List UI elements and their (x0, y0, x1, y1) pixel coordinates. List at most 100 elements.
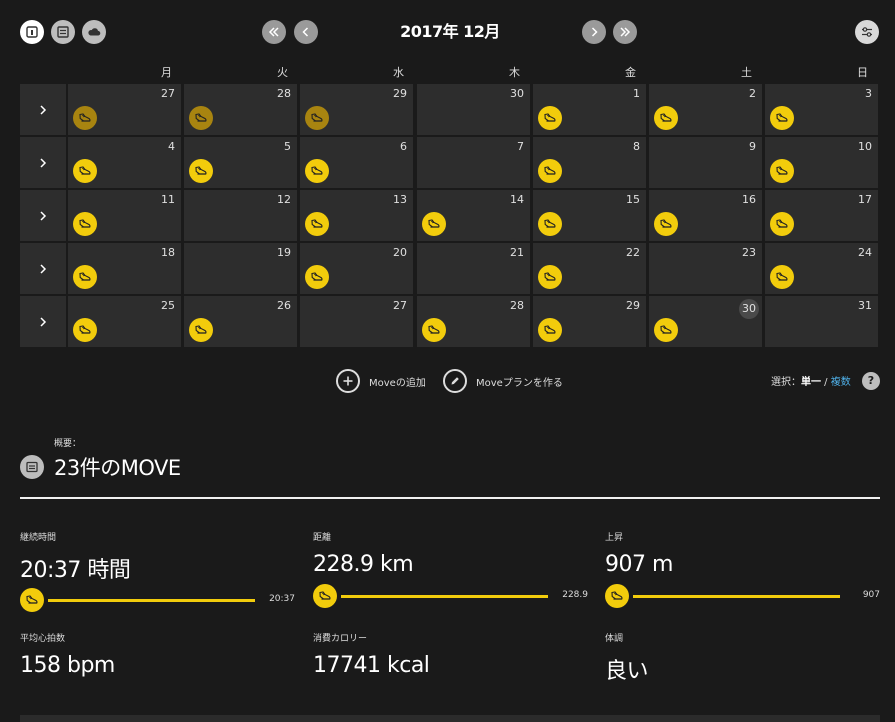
calendar-day-cell[interactable]: 4 (68, 137, 181, 188)
list-view-button[interactable] (51, 20, 75, 44)
running-shoe-icon[interactable] (305, 159, 329, 183)
calendar-day-cell[interactable]: 6 (300, 137, 413, 188)
calendar-day-cell[interactable]: 13 (300, 190, 413, 241)
running-shoe-icon[interactable] (305, 212, 329, 236)
running-shoe-icon[interactable] (654, 318, 678, 342)
running-shoe-icon[interactable] (654, 106, 678, 130)
calendar-day-cell[interactable]: 5 (184, 137, 297, 188)
help-button[interactable]: ? (862, 372, 880, 390)
plus-icon (336, 369, 360, 393)
stat-value: 907 m (605, 552, 673, 577)
bottom-panel-edge (20, 715, 880, 722)
list-view-icon (57, 26, 69, 38)
expand-week-button[interactable] (20, 243, 66, 294)
calendar-day-cell[interactable]: 11 (68, 190, 181, 241)
expand-week-button[interactable] (20, 190, 66, 241)
calendar-day-cell[interactable]: 3 (765, 84, 878, 135)
calendar-day-cell[interactable]: 7 (417, 137, 530, 188)
double-chevron-left-icon (268, 27, 279, 37)
calendar-day-cell[interactable]: 28 (184, 84, 297, 135)
day-number: 8 (633, 140, 640, 153)
prev-month-button[interactable] (294, 20, 318, 44)
calendar-actions: Moveの追加 Moveプランを作る 選択：単一 / 複数 ? (0, 368, 895, 394)
day-number: 13 (393, 193, 407, 206)
running-shoe-icon[interactable] (73, 318, 97, 342)
calendar-day-cell[interactable]: 17 (765, 190, 878, 241)
running-shoe-icon[interactable] (305, 106, 329, 130)
calendar-day-cell[interactable]: 27 (300, 296, 413, 347)
running-shoe-icon[interactable] (189, 318, 213, 342)
running-shoe-icon[interactable] (538, 318, 562, 342)
calendar-day-cell[interactable]: 23 (649, 243, 762, 294)
running-shoe-icon[interactable] (538, 265, 562, 289)
running-shoe-icon[interactable] (305, 265, 329, 289)
calendar-day-cell[interactable]: 12 (184, 190, 297, 241)
cloud-button[interactable] (82, 20, 106, 44)
calendar-day-cell[interactable]: 22 (533, 243, 646, 294)
select-multiple-option[interactable]: 複数 (830, 377, 851, 388)
prev-year-button[interactable] (262, 20, 286, 44)
calendar-day-cell[interactable]: 26 (184, 296, 297, 347)
running-shoe-icon (20, 588, 44, 612)
calendar-day-cell[interactable]: 27 (68, 84, 181, 135)
running-shoe-icon[interactable] (538, 212, 562, 236)
create-plan-label: Moveプランを作る (476, 377, 563, 389)
expand-week-button[interactable] (20, 137, 66, 188)
day-number: 10 (858, 140, 872, 153)
calendar-day-cell[interactable]: 1 (533, 84, 646, 135)
calendar-day-cell[interactable]: 10 (765, 137, 878, 188)
calendar-toolbar: 2017年 12月 (0, 0, 895, 60)
calendar-day-cell[interactable]: 2 (649, 84, 762, 135)
calendar-day-cell[interactable]: 9 (649, 137, 762, 188)
running-shoe-icon[interactable] (538, 106, 562, 130)
running-shoe-icon[interactable] (73, 265, 97, 289)
calendar-day-cell[interactable]: 8 (533, 137, 646, 188)
day-number: 6 (400, 140, 407, 153)
running-shoe-icon[interactable] (189, 159, 213, 183)
running-shoe-icon[interactable] (422, 318, 446, 342)
running-shoe-icon (313, 584, 337, 608)
day-number: 7 (517, 140, 524, 153)
select-single-option[interactable]: 単一 (801, 377, 821, 388)
selection-mode-label: 選択： (771, 377, 801, 388)
add-move-button[interactable]: Moveの追加 (336, 368, 426, 394)
calendar-day-cell[interactable]: 29 (533, 296, 646, 347)
running-shoe-icon[interactable] (73, 106, 97, 130)
calendar-day-cell[interactable]: 31 (765, 296, 878, 347)
calendar-day-cell[interactable]: 30 (649, 296, 762, 347)
weekday-label: 日 (857, 66, 868, 79)
stat-bar-value: 228.9 (562, 590, 588, 600)
calendar-day-cell[interactable]: 19 (184, 243, 297, 294)
expand-week-button[interactable] (20, 296, 66, 347)
running-shoe-icon[interactable] (538, 159, 562, 183)
calendar-week-row: 11 12 13 14 15 16 17 (20, 190, 880, 241)
calendar-day-cell[interactable]: 16 (649, 190, 762, 241)
expand-week-button[interactable] (20, 84, 66, 135)
calendar-day-cell[interactable]: 14 (417, 190, 530, 241)
calendar-day-cell[interactable]: 28 (417, 296, 530, 347)
calendar-day-cell[interactable]: 18 (68, 243, 181, 294)
day-number: 26 (277, 299, 291, 312)
running-shoe-icon[interactable] (422, 212, 446, 236)
calendar-day-cell[interactable]: 21 (417, 243, 530, 294)
running-shoe-icon[interactable] (770, 106, 794, 130)
calendar-day-cell[interactable]: 29 (300, 84, 413, 135)
create-plan-button[interactable]: Moveプランを作る (443, 368, 563, 394)
calendar-day-cell[interactable]: 25 (68, 296, 181, 347)
calendar-day-cell[interactable]: 20 (300, 243, 413, 294)
calendar-view-button[interactable] (20, 20, 44, 44)
running-shoe-icon[interactable] (770, 159, 794, 183)
filter-settings-button[interactable] (855, 20, 879, 44)
calendar-day-cell[interactable]: 30 (417, 84, 530, 135)
calendar-day-cell[interactable]: 24 (765, 243, 878, 294)
next-year-button[interactable] (613, 20, 637, 44)
running-shoe-icon[interactable] (654, 212, 678, 236)
next-month-button[interactable] (582, 20, 606, 44)
running-shoe-icon[interactable] (189, 106, 213, 130)
running-shoe-icon[interactable] (770, 265, 794, 289)
weekday-label: 火 (277, 66, 288, 79)
running-shoe-icon[interactable] (73, 159, 97, 183)
running-shoe-icon[interactable] (770, 212, 794, 236)
running-shoe-icon[interactable] (73, 212, 97, 236)
calendar-day-cell[interactable]: 15 (533, 190, 646, 241)
